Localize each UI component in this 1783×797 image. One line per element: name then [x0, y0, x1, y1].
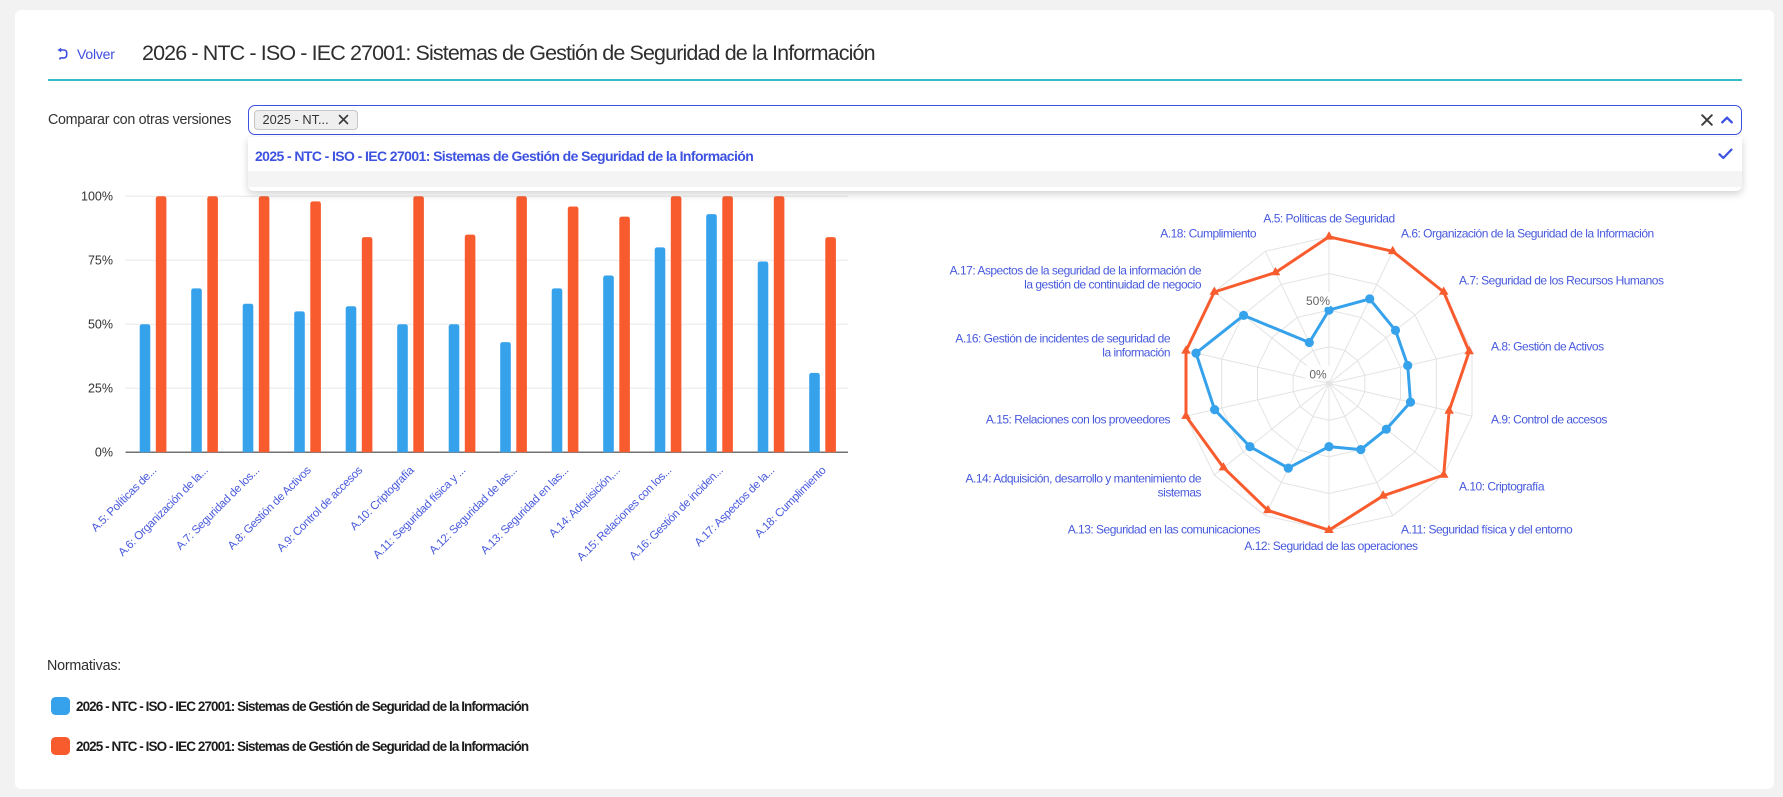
svg-text:75%: 75%: [88, 254, 113, 268]
svg-text:100%: 100%: [81, 190, 113, 204]
svg-text:A.15: Relaciones con los...: A.15: Relaciones con los...: [575, 465, 674, 564]
svg-text:A.7: Seguridad de los Recursos: A.7: Seguridad de los Recursos Humanos: [1459, 274, 1664, 288]
svg-text:A.10: Criptografía: A.10: Criptografía: [1459, 480, 1545, 494]
svg-text:A.18: Cumplimiento: A.18: Cumplimiento: [1160, 227, 1257, 241]
svg-text:0%: 0%: [95, 446, 113, 460]
svg-text:A.12: Seguridad de las...: A.12: Seguridad de las...: [427, 465, 519, 557]
svg-text:A.13: Seguridad en las...: A.13: Seguridad en las...: [479, 465, 571, 557]
svg-text:0%: 0%: [1309, 368, 1327, 382]
svg-text:la información: la información: [1102, 346, 1170, 360]
svg-text:la gestión de continuidad de n: la gestión de continuidad de negocio: [1024, 278, 1202, 292]
svg-text:A.16: Gestión de incidentes de: A.16: Gestión de incidentes de seguridad…: [955, 332, 1170, 346]
svg-text:A.17: Aspectos de la seguridad: A.17: Aspectos de la seguridad de la inf…: [950, 264, 1202, 278]
svg-text:A.11: Seguridad física y ...: A.11: Seguridad física y ...: [371, 465, 468, 562]
svg-text:A.12: Seguridad de las operaci: A.12: Seguridad de las operaciones: [1244, 539, 1418, 553]
svg-text:A.6: Organización de la Seguri: A.6: Organización de la Seguridad de la …: [1401, 227, 1654, 241]
svg-text:25%: 25%: [88, 382, 113, 396]
svg-text:50%: 50%: [1306, 294, 1330, 308]
svg-text:A.9: Control de accesos: A.9: Control de accesos: [1491, 413, 1607, 427]
svg-text:50%: 50%: [88, 318, 113, 332]
svg-text:A.14: Adquisición, desarrollo: A.14: Adquisición, desarrollo y mantenim…: [966, 472, 1202, 486]
svg-text:A.13: Seguridad en las comunic: A.13: Seguridad en las comunicaciones: [1068, 523, 1261, 537]
svg-text:A.11: Seguridad física y del e: A.11: Seguridad física y del entorno: [1401, 523, 1573, 537]
svg-text:A.16: Gestión de inciden...: A.16: Gestión de inciden...: [627, 465, 725, 563]
svg-text:A.6: Organización de la...: A.6: Organización de la...: [116, 465, 210, 559]
svg-text:sistemas: sistemas: [1158, 486, 1202, 500]
svg-text:A.15: Relaciones con los prove: A.15: Relaciones con los proveedores: [986, 413, 1171, 427]
svg-text:A.7: Seguridad de los...: A.7: Seguridad de los...: [174, 465, 262, 553]
svg-text:A.5: Políticas de Seguridad: A.5: Políticas de Seguridad: [1263, 212, 1394, 226]
svg-text:A.9: Control de accesos: A.9: Control de accesos: [275, 464, 365, 554]
svg-text:A.8: Gestión de Activos: A.8: Gestión de Activos: [1491, 340, 1604, 354]
svg-text:A.8: Gestión de Activos: A.8: Gestión de Activos: [226, 464, 314, 552]
